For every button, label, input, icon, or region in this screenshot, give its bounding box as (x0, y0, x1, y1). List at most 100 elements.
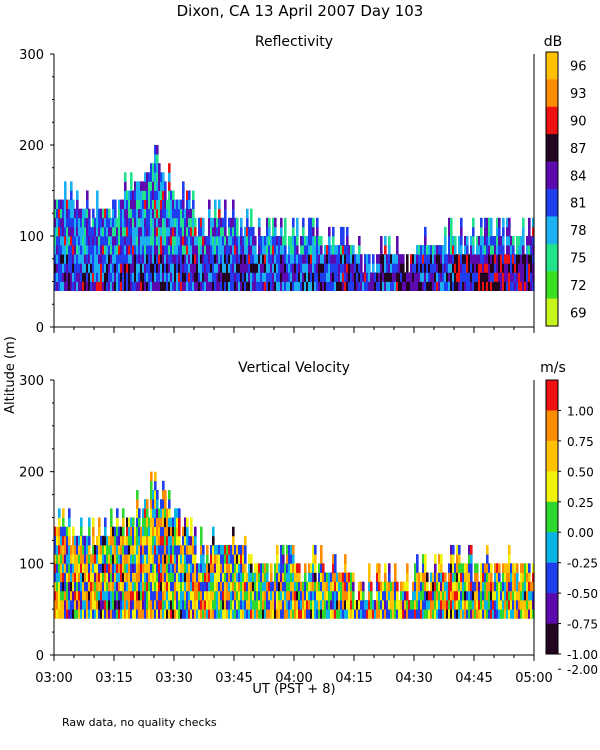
reflectivity-heatmap-cell (134, 245, 137, 255)
reflectivity-heatmap-cell (132, 190, 135, 200)
reflectivity-heatmap-cell (220, 236, 223, 246)
velocity-heatmap-cell (182, 535, 185, 546)
reflectivity-heatmap-cell (114, 199, 117, 210)
reflectivity-heatmap-cell (196, 281, 199, 291)
reflectivity-heatmap-cell (450, 217, 453, 228)
velocity-heatmap-cell (180, 572, 183, 583)
velocity-heatmap-cell (282, 545, 285, 555)
reflectivity-heatmap-cell (262, 281, 265, 291)
reflectivity-heatmap-cell (354, 281, 357, 291)
velocity-heatmap-cell (104, 609, 107, 619)
velocity-heatmap-cell (466, 590, 469, 601)
reflectivity-heatmap-cell (70, 281, 73, 291)
reflectivity-heatmap-cell (422, 245, 425, 255)
velocity-heatmap-cell (186, 545, 189, 555)
reflectivity-heatmap-cell (156, 226, 159, 237)
reflectivity-heatmap-cell (94, 217, 97, 228)
reflectivity-heatmap-cell (294, 236, 297, 246)
velocity-heatmap-cell (422, 563, 425, 573)
reflectivity-heatmap-cell (148, 272, 151, 282)
reflectivity-heatmap-cell (118, 254, 121, 264)
reflectivity-heatmap-cell (288, 281, 291, 291)
reflectivity-heatmap-cell (116, 217, 119, 228)
velocity-heatmap-cell (500, 609, 503, 619)
velocity-heatmap-cell (526, 609, 529, 619)
reflectivity-heatmap-cell (340, 272, 343, 282)
velocity-heatmap-cell (190, 554, 193, 564)
reflectivity-heatmap-cell (432, 263, 435, 273)
reflectivity-heatmap-cell (290, 236, 293, 246)
reflectivity-heatmap-cell (260, 263, 263, 273)
reflectivity-heatmap-cell (364, 272, 367, 282)
reflectivity-heatmap-cell (290, 281, 293, 291)
reflectivity-heatmap-cell (288, 254, 291, 264)
reflectivity-heatmap-cell (478, 263, 481, 273)
velocity-heatmap-cell (340, 590, 343, 601)
reflectivity-heatmap-cell (220, 263, 223, 273)
velocity-heatmap-cell (256, 581, 259, 592)
reflectivity-heatmap-cell (344, 245, 347, 255)
velocity-heatmap-cell (196, 600, 199, 610)
velocity-heatmap-cell (486, 609, 489, 619)
velocity-heatmap-cell (78, 572, 81, 583)
reflectivity-heatmap-cell (238, 272, 241, 282)
reflectivity-heatmap-cell (464, 254, 467, 264)
velocity-heatmap-cell (186, 526, 189, 537)
velocity-heatmap-cell (264, 590, 267, 601)
reflectivity-heatmap-cell (114, 272, 117, 282)
reflectivity-heatmap-cell (478, 236, 481, 246)
velocity-heatmap-cell (132, 581, 135, 592)
reflectivity-heatmap-cell (320, 281, 323, 291)
velocity-heatmap-cell (344, 600, 347, 610)
velocity-heatmap-cell (84, 609, 87, 619)
reflectivity-heatmap-cell (440, 281, 443, 291)
reflectivity-heatmap-cell (96, 226, 99, 237)
velocity-heatmap-cell (528, 572, 531, 583)
velocity-heatmap-cell (80, 517, 83, 528)
reflectivity-heatmap-cell (64, 272, 67, 282)
velocity-heatmap-cell (116, 600, 119, 610)
velocity-heatmap-cell (62, 535, 65, 546)
velocity-heatmap-cell (456, 545, 459, 555)
reflectivity-heatmap-cell (126, 226, 129, 237)
velocity-heatmap-cell (454, 600, 457, 610)
reflectivity-heatmap-cell (240, 217, 243, 228)
velocity-heatmap-cell (174, 600, 177, 610)
reflectivity-heatmap-cell (334, 272, 337, 282)
reflectivity-heatmap-cell (234, 263, 237, 273)
velocity-heatmap-cell (298, 600, 301, 610)
velocity-heatmap-cell (104, 554, 107, 564)
velocity-heatmap-cell (194, 535, 197, 546)
reflectivity-heatmap-cell (86, 208, 89, 219)
velocity-heatmap-cell (314, 563, 317, 573)
velocity-heatmap-cell (224, 545, 227, 555)
reflectivity-heatmap-cell (142, 263, 145, 273)
velocity-heatmap-cell (88, 554, 91, 564)
velocity-heatmap-cell (114, 526, 117, 537)
reflectivity-heatmap-cell (522, 254, 525, 264)
velocity-heatmap-cell (258, 563, 261, 573)
velocity-heatmap-cell (164, 581, 167, 592)
reflectivity-heatmap-cell (200, 281, 203, 291)
velocity-heatmap-cell (58, 581, 61, 592)
velocity-heatmap-cell (200, 572, 203, 583)
reflectivity-heatmap-cell (126, 217, 129, 228)
reflectivity-heatmap-cell (228, 272, 231, 282)
reflectivity-heatmap-cell (144, 181, 147, 191)
reflectivity-heatmap-cell (226, 245, 229, 255)
velocity-heatmap-cell (386, 609, 389, 619)
velocity-heatmap-cell (312, 563, 315, 573)
reflectivity-heatmap-cell (230, 226, 233, 237)
velocity-heatmap-cell (86, 563, 89, 573)
reflectivity-heatmap-cell (90, 272, 93, 282)
velocity-colorbar-label: 1.00 (567, 404, 594, 418)
velocity-heatmap-cell (102, 535, 105, 546)
velocity-heatmap-cell (212, 526, 215, 537)
velocity-heatmap-cell (142, 554, 145, 564)
reflectivity-heatmap-cell (340, 226, 343, 237)
velocity-heatmap-cell (464, 581, 467, 592)
velocity-heatmap-cell (368, 609, 371, 619)
velocity-heatmap-cell (498, 563, 501, 573)
reflectivity-heatmap-cell (54, 254, 57, 264)
velocity-heatmap-cell (422, 600, 425, 610)
